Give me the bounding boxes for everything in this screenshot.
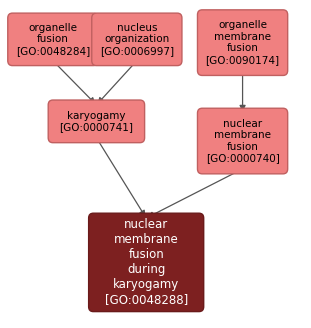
FancyBboxPatch shape (92, 13, 182, 66)
Text: karyogamy
[GO:0000741]: karyogamy [GO:0000741] (59, 111, 133, 132)
FancyBboxPatch shape (197, 108, 288, 174)
Text: organelle
fusion
[GO:0048284]: organelle fusion [GO:0048284] (16, 23, 90, 56)
FancyBboxPatch shape (48, 100, 145, 143)
Text: nucleus
organization
[GO:0006997]: nucleus organization [GO:0006997] (100, 23, 174, 56)
FancyBboxPatch shape (89, 213, 204, 312)
FancyBboxPatch shape (8, 13, 98, 66)
Text: organelle
membrane
fusion
[GO:0090174]: organelle membrane fusion [GO:0090174] (206, 20, 280, 65)
Text: nuclear
membrane
fusion
[GO:0000740]: nuclear membrane fusion [GO:0000740] (206, 119, 280, 163)
FancyBboxPatch shape (197, 10, 288, 75)
Text: nuclear
membrane
fusion
during
karyogamy
[GO:0048288]: nuclear membrane fusion during karyogamy… (104, 218, 188, 306)
